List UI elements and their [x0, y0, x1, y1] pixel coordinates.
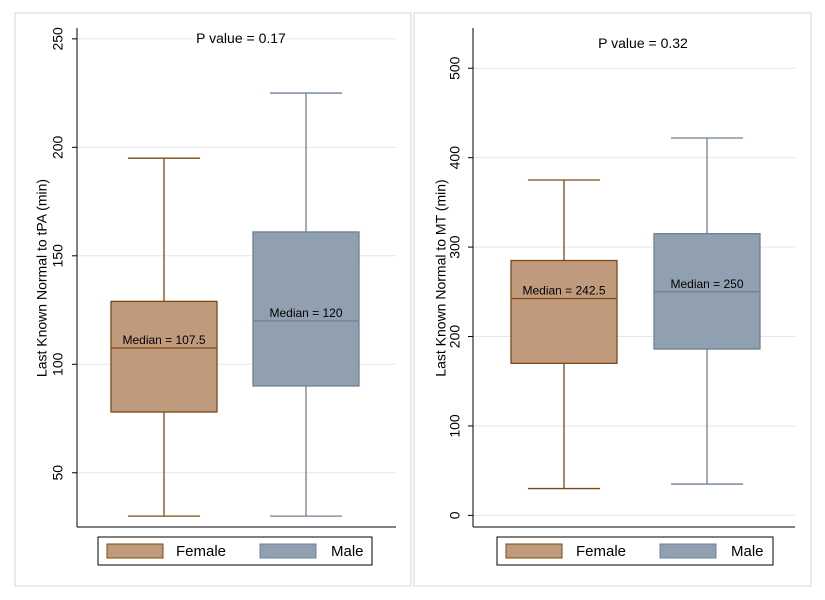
y-tick-label: 100	[50, 352, 66, 376]
y-tick-label: 150	[50, 244, 66, 268]
legend: Female Male	[496, 536, 774, 566]
median-label: Median = 250	[670, 277, 743, 291]
chart-right: 0 100 200 300 400 500 P value = 0.32 Last Known…	[433, 28, 795, 566]
panel-frame-right	[413, 12, 812, 587]
y-axis-label: Last Known Normal to MT (min)	[433, 179, 449, 376]
y-tick-label: 250	[50, 27, 66, 51]
median-label: Median = 242.5	[522, 284, 605, 298]
legend-label-male: Male	[731, 543, 764, 560]
chart-title: P value = 0.32	[598, 35, 688, 51]
legend-label-male: Male	[331, 543, 364, 560]
y-tick-label: 300	[447, 235, 463, 259]
legend-swatch-female	[106, 543, 164, 559]
chart-title: P value = 0.17	[196, 30, 286, 46]
y-tick-label: 0	[447, 511, 463, 519]
median-label: Median = 120	[269, 306, 342, 320]
box-female: Median = 107.5	[110, 157, 218, 517]
y-tick-label: 200	[50, 135, 66, 159]
panel-frame-left	[14, 12, 412, 587]
iqr-box	[510, 259, 618, 364]
y-tick-label: 50	[50, 465, 66, 481]
y-tick-label: 400	[447, 146, 463, 170]
iqr-box	[252, 231, 360, 387]
median-label: Median = 107.5	[122, 333, 205, 347]
y-axis-label: Last Known Normal to tPA (min)	[34, 179, 50, 377]
y-tick-label: 100	[447, 414, 463, 438]
iqr-box	[110, 300, 218, 413]
legend: Female Male	[97, 536, 373, 566]
legend-swatch-male	[659, 543, 717, 559]
chart-left: 50 100 150 200 250 P value = 0.17 Last Known N…	[34, 27, 396, 566]
y-tick-label: 200	[447, 325, 463, 349]
box-female: Median = 242.5	[510, 179, 618, 490]
legend-label-female: Female	[576, 543, 626, 560]
y-tick-label: 500	[447, 56, 463, 80]
box-male: Median = 120	[252, 92, 360, 517]
legend-swatch-male	[259, 543, 317, 559]
legend-swatch-female	[505, 543, 563, 559]
box-male: Median = 250	[653, 137, 761, 485]
legend-label-female: Female	[176, 543, 226, 560]
